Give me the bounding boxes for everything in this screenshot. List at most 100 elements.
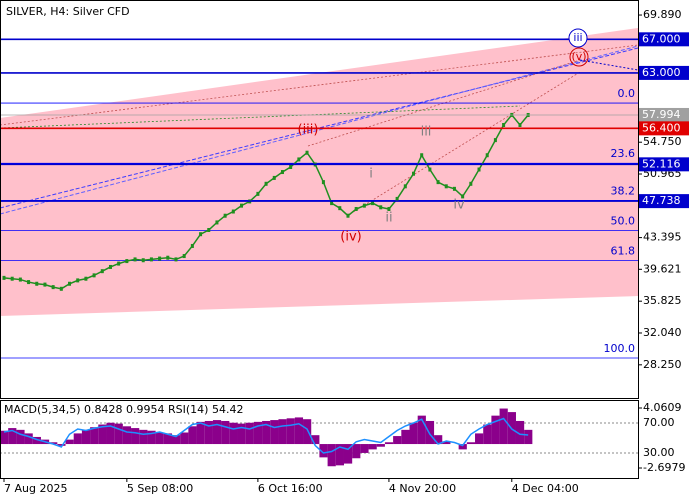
candle — [297, 157, 301, 162]
candle — [240, 203, 244, 208]
fib-label: 61.8 — [611, 245, 636, 258]
macd-bar — [417, 415, 426, 445]
macd-bar — [393, 436, 402, 445]
y-tick-label: -2.6979 — [643, 461, 685, 474]
macd-bar — [327, 444, 336, 467]
y-tick-label: 69.890 — [643, 8, 682, 21]
macd-bar — [442, 441, 451, 445]
macd-bar — [32, 436, 41, 445]
candle — [493, 138, 497, 143]
candle — [2, 275, 6, 280]
level-label: 67.000 — [642, 32, 681, 45]
candle — [420, 153, 424, 158]
macd-bar — [303, 419, 312, 445]
trend-line — [0, 44, 639, 126]
candle — [518, 122, 522, 127]
candle — [100, 269, 104, 274]
candle — [321, 180, 325, 185]
candle — [379, 205, 383, 210]
macd-bar — [335, 444, 344, 466]
macd-bar — [24, 433, 33, 445]
candle — [43, 282, 47, 287]
macd-bar — [90, 427, 99, 445]
candle — [84, 276, 88, 281]
candle — [387, 206, 391, 211]
macd-bar — [147, 430, 156, 445]
x-tick-label: 4 Nov 20:00 — [389, 482, 456, 495]
y-tick-label: 43.395 — [643, 231, 682, 244]
macd-bar — [401, 429, 410, 445]
macd-bar — [491, 415, 500, 445]
candle — [108, 264, 112, 269]
candle — [485, 153, 489, 158]
candle — [444, 184, 448, 189]
macd-bar — [8, 428, 17, 445]
macd-bar — [73, 433, 82, 445]
wave-label: (iii) — [298, 123, 319, 138]
wave-label: iii — [573, 31, 582, 44]
macd-bar — [65, 439, 74, 445]
y-tick-label: 4.0609 — [643, 401, 682, 414]
macd-bar — [196, 421, 205, 445]
macd-bar — [524, 429, 533, 445]
candle — [59, 286, 63, 291]
candle — [199, 232, 203, 237]
y2-tick-label: 30.00 — [643, 446, 675, 459]
macd-bar — [368, 444, 377, 450]
wave-line — [349, 71, 581, 215]
macd-bar — [139, 429, 148, 445]
level-label: 52.116 — [642, 157, 681, 170]
macd-bar — [352, 444, 361, 459]
macd-bar — [163, 433, 172, 445]
wave-label: (iv) — [340, 230, 361, 245]
macd-bar — [384, 442, 394, 445]
fib-label: 100.0 — [604, 342, 636, 355]
level-box — [639, 157, 689, 172]
macd-bar — [188, 426, 197, 445]
candle — [330, 201, 334, 206]
macd-bar — [425, 420, 435, 445]
candle — [346, 213, 350, 218]
candle — [68, 281, 72, 286]
wave-circle — [568, 28, 588, 48]
macd-bar — [458, 444, 467, 450]
candle — [354, 206, 358, 211]
candle — [190, 243, 194, 248]
indicator-frame — [0, 400, 639, 479]
candle — [27, 280, 31, 285]
frame: SILVER, H4: Silver CFD MACD(5,34,5) 0.84… — [0, 0, 639, 479]
wave-circle — [569, 47, 589, 67]
main-frame — [0, 0, 639, 399]
candle — [264, 181, 268, 186]
candle — [207, 227, 211, 232]
macd-bar — [270, 420, 279, 445]
macd-bar — [122, 426, 132, 445]
candle — [272, 175, 276, 180]
fib-label: 50.0 — [611, 215, 636, 228]
candle — [51, 285, 55, 290]
macd-bar — [49, 442, 58, 445]
macd-bar — [262, 420, 271, 445]
candle — [403, 184, 407, 189]
rsi-line — [3, 417, 529, 454]
candle — [117, 261, 121, 266]
y-tick-label: 54.750 — [643, 135, 682, 148]
trend-line — [0, 47, 639, 209]
wave-labels: (iii) iii i ii iv (iv) (v) iii — [298, 28, 589, 245]
candle — [125, 259, 129, 264]
candle — [461, 194, 465, 199]
macd-bar — [114, 423, 123, 445]
macd-bar — [475, 433, 484, 445]
macd-bar — [57, 444, 66, 446]
macd-bar — [155, 432, 164, 445]
candle — [166, 255, 170, 260]
wave-line — [579, 59, 639, 71]
level-box — [639, 194, 689, 209]
y-tick-label: 32.040 — [643, 326, 682, 339]
candle — [141, 258, 145, 263]
candle — [92, 273, 96, 278]
candle — [280, 170, 284, 175]
macd-bar — [253, 421, 263, 445]
